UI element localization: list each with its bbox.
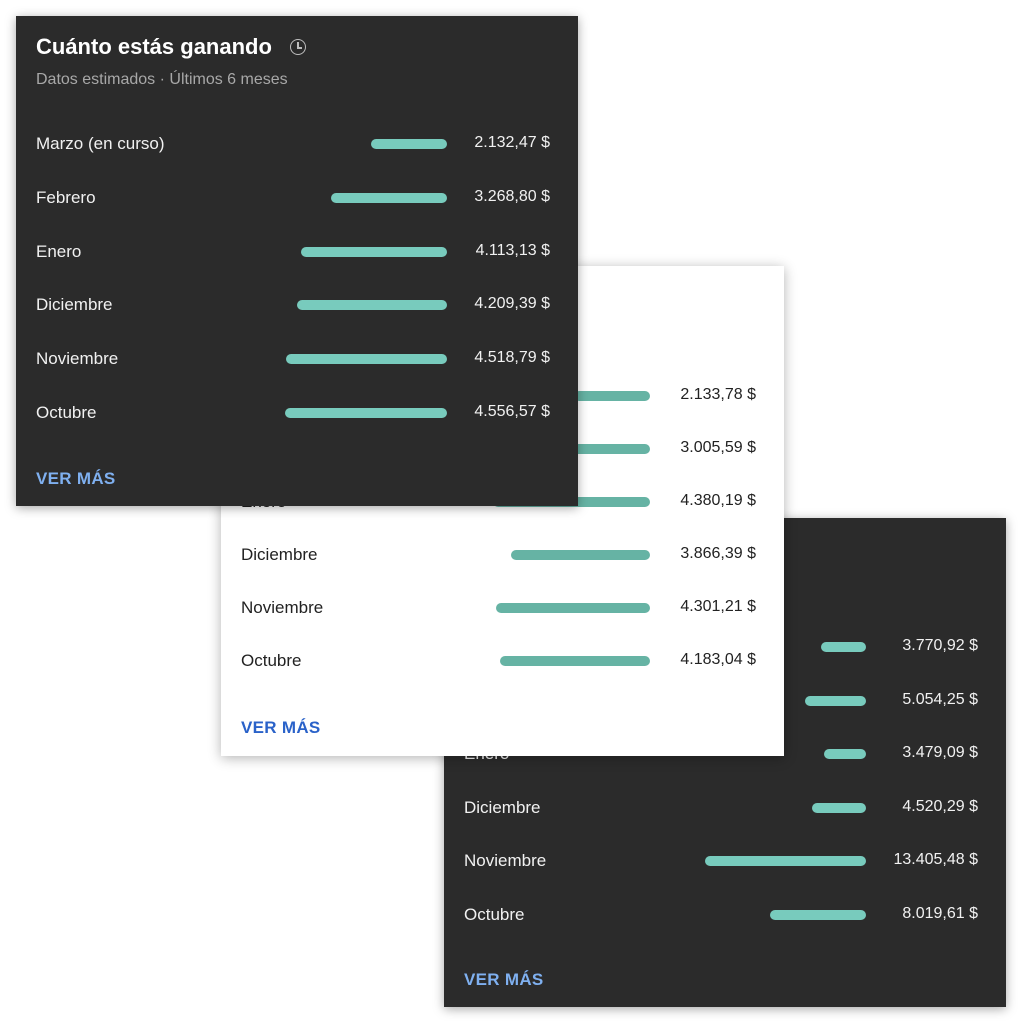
earnings-row: Octubre 8.019,61 $ xyxy=(444,901,1006,929)
earnings-value: 5.054,25 $ xyxy=(902,690,978,708)
ver-mas-link[interactable]: VER MÁS xyxy=(464,970,544,989)
month-label: Diciembre xyxy=(241,545,318,564)
earnings-row: Diciembre 3.866,39 $ xyxy=(221,541,784,569)
month-label: Noviembre xyxy=(36,349,119,369)
earnings-bar xyxy=(286,354,447,365)
month-label: Noviembre xyxy=(464,851,547,871)
earnings-value: 13.405,48 $ xyxy=(893,851,978,869)
earnings-value: 4.113,13 $ xyxy=(475,241,550,259)
month-label: Octubre xyxy=(36,403,97,422)
month-label: Enero xyxy=(36,241,82,261)
earnings-row: 2.133,78 $ xyxy=(221,382,784,410)
earnings-row: Diciembre 4.520,29 $ xyxy=(444,794,1006,822)
earnings-row: 3.770,92 $ xyxy=(444,633,1006,661)
month-label: Diciembre xyxy=(464,797,541,817)
card-title: Cuánto estás ganando xyxy=(36,34,306,60)
earnings-row: Diciembre 4.209,39 $ xyxy=(16,291,578,319)
earnings-bar xyxy=(811,802,866,813)
earnings-bar xyxy=(573,391,650,401)
earnings-bar xyxy=(824,749,866,760)
earnings-bar xyxy=(820,642,866,652)
card-title-text: Cuánto estás ganando xyxy=(36,34,272,59)
earnings-value: 2.133,78 $ xyxy=(680,386,756,403)
month-label: Octubre xyxy=(464,905,525,924)
month-label: Marzo (en curso) xyxy=(36,134,165,153)
earnings-row: 5.054,25 $ xyxy=(444,687,1006,715)
earnings-row: Noviembre 4.518,79 $ xyxy=(16,345,578,373)
earnings-bar xyxy=(495,603,650,613)
earnings-bar xyxy=(371,139,447,149)
earnings-bar xyxy=(805,695,866,706)
earnings-row: Octubre 4.556,57 $ xyxy=(16,399,578,427)
earnings-row: Noviembre 4.301,21 $ xyxy=(221,594,784,622)
earnings-value: 4.518,79 $ xyxy=(474,349,550,367)
month-label: Diciembre xyxy=(36,295,113,315)
earnings-row: Octubre 4.183,04 $ xyxy=(221,647,784,675)
earnings-row: Noviembre 13.405,48 $ xyxy=(444,847,1006,875)
earnings-bar xyxy=(511,550,650,560)
earnings-bar xyxy=(285,408,447,418)
card-subtitle: Datos estimados · Últimos 6 meses xyxy=(36,71,288,88)
earnings-bar xyxy=(769,910,866,920)
earnings-value: 3.005,59 $ xyxy=(680,439,756,456)
earnings-bar xyxy=(500,656,650,666)
month-label: Febrero xyxy=(36,187,96,207)
earnings-row: Enero 4.113,13 $ xyxy=(16,238,578,266)
earnings-value: 3.268,80 $ xyxy=(474,187,550,205)
earnings-bar xyxy=(542,444,650,454)
earnings-value: 4.380,19 $ xyxy=(680,492,756,509)
earnings-bar xyxy=(300,246,447,257)
earnings-value: 3.866,39 $ xyxy=(680,545,756,562)
earnings-bar xyxy=(330,192,447,203)
clock-icon[interactable] xyxy=(289,39,306,55)
earnings-value: 3.770,92 $ xyxy=(902,637,978,654)
month-label: Noviembre xyxy=(241,598,324,617)
earnings-bar xyxy=(297,300,447,311)
earnings-value: 4.301,21 $ xyxy=(680,598,756,615)
ver-mas-link[interactable]: VER MÁS xyxy=(36,469,116,488)
ver-mas-link[interactable]: VER MÁS xyxy=(241,718,321,737)
earnings-value: 3.479,09 $ xyxy=(902,744,978,762)
earnings-row: Febrero 3.268,80 $ xyxy=(16,184,578,212)
earnings-value: 4.183,04 $ xyxy=(680,651,756,668)
earnings-value: 8.019,61 $ xyxy=(902,905,978,922)
month-label: Octubre xyxy=(241,651,302,670)
earnings-row: 3.005,59 $ xyxy=(221,435,784,463)
earnings-bar xyxy=(705,856,866,867)
earnings-card-1: Cuánto estás ganando Datos estimados · Ú… xyxy=(16,16,578,506)
earnings-value: 4.520,29 $ xyxy=(902,797,978,815)
earnings-row: Marzo (en curso) 2.132,47 $ xyxy=(16,130,578,158)
earnings-value: 2.132,47 $ xyxy=(474,134,550,151)
earnings-value: 4.209,39 $ xyxy=(474,295,550,313)
earnings-value: 4.556,57 $ xyxy=(474,403,550,420)
